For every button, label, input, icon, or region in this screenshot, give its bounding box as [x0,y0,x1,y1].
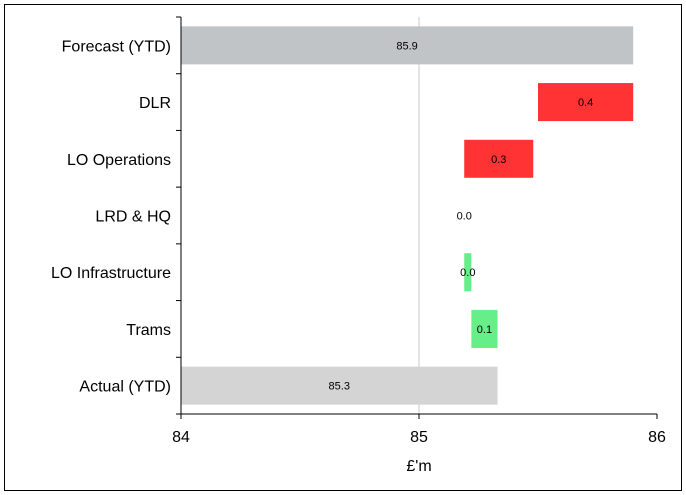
chart-frame: 85.9 0.4 0.3 0.0 0.0 0.1 85.3 Forecast (YTD) DL… [4,4,682,491]
data-label-2: 0.3 [491,154,506,166]
category-labels: Forecast (YTD) DLR LO Operations LRD & HQ LO… [51,38,171,395]
data-label-5: 0.1 [477,324,492,336]
category-label-3: LRD & HQ [95,209,171,226]
bar-6 [181,366,498,405]
waterfall-chart: 85.9 0.4 0.3 0.0 0.0 0.1 85.3 Forecast (YTD) DL… [51,16,666,475]
data-label-3: 0.0 [457,211,472,223]
bars: 85.9 0.4 0.3 0.0 0.0 0.1 85.3 [181,26,634,405]
data-label-1: 0.4 [578,97,593,109]
x-axis-title: £'m [406,458,431,475]
bar-0 [181,26,634,65]
category-label-2: LO Operations [67,152,171,169]
category-label-4: LO Infrastructure [51,265,171,282]
data-label-0: 85.9 [396,40,417,52]
category-label-6: Actual (YTD) [79,379,171,396]
bar-2 [464,139,534,178]
axes [176,16,658,419]
category-label-1: DLR [139,95,171,112]
category-label-5: Trams [126,322,171,339]
data-label-6: 85.3 [329,381,350,393]
bar-1 [538,83,634,122]
x-tick-label-0: 84 [172,429,190,446]
category-label-0: Forecast (YTD) [62,38,171,55]
bar-5 [471,309,498,348]
bar-4 [464,253,472,292]
data-label-4: 0.0 [460,267,475,279]
tick-labels: 84 85 86 [172,429,666,446]
x-tick-label-2: 86 [648,429,666,446]
x-tick-label-1: 85 [410,429,428,446]
